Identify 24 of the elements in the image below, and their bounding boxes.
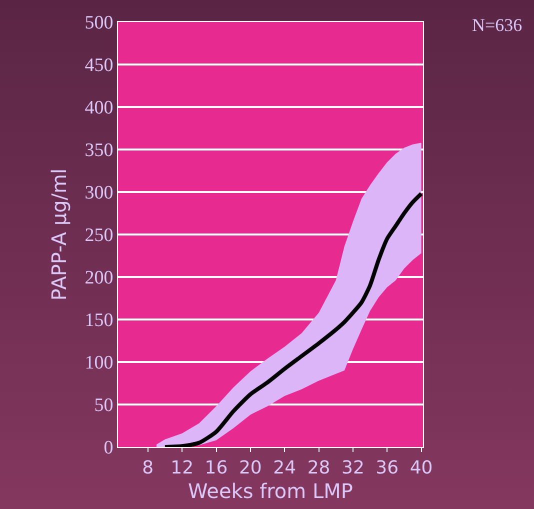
y-axis-title: PAPP-A μg/ml <box>47 168 72 301</box>
x-tick-label: 32 <box>341 458 364 479</box>
y-tick-label: 150 <box>84 310 114 332</box>
y-tick-label: 450 <box>84 55 114 76</box>
y-tick-label: 250 <box>84 225 114 246</box>
x-tick-label: 28 <box>307 458 330 479</box>
y-tick-label: 200 <box>84 268 114 289</box>
x-tick-label: 16 <box>204 458 228 479</box>
y-tick-label: 300 <box>84 182 114 204</box>
y-tick-label: 350 <box>84 140 114 162</box>
y-tick-label: 50 <box>94 395 114 416</box>
y-tick-label: 0 <box>104 438 114 459</box>
x-axis-title: Weeks from LMP <box>188 479 353 504</box>
x-tick-label: 20 <box>238 458 262 479</box>
y-tick-label: 100 <box>84 352 114 374</box>
x-tick-label: 24 <box>273 458 296 479</box>
x-tick-label: 40 <box>410 458 433 479</box>
x-tick-label: 36 <box>376 458 399 479</box>
y-tick-label: 400 <box>84 98 114 119</box>
x-tick-label: 8 <box>142 458 154 479</box>
line-series <box>162 192 423 447</box>
y-tick-label: 500 <box>84 12 114 34</box>
x-tick-label: 12 <box>170 458 194 479</box>
text: N=636 <box>472 15 522 35</box>
